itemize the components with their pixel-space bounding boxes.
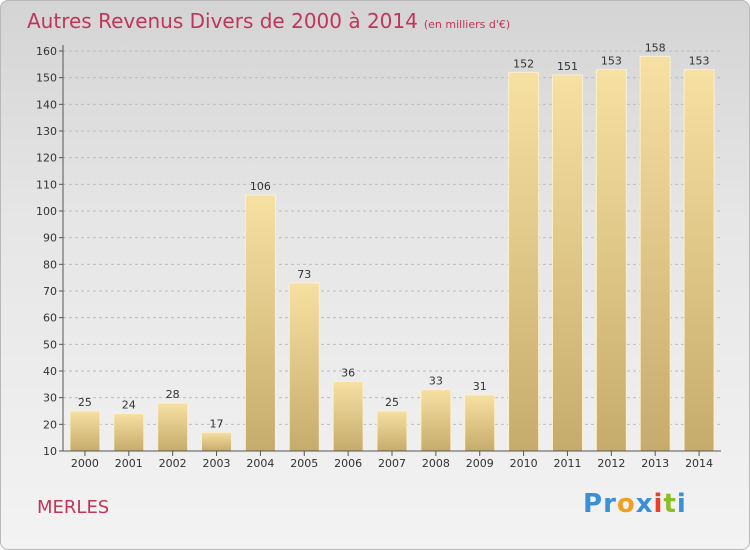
value-labels: 25 24 28 17 106 73 36 25 33 31 152 151 153 158 153: [78, 41, 710, 430]
bar-value-label: 152: [513, 57, 534, 70]
y-tick-label: 80: [43, 258, 57, 271]
bar: [551, 74, 583, 452]
y-tick-label: 90: [43, 232, 57, 245]
y-tick-label: 160: [36, 45, 57, 58]
y-tick-label: 20: [43, 418, 57, 431]
bar-value-label: 28: [166, 388, 180, 401]
bar-value-label: 17: [210, 417, 224, 430]
y-tick-label: 70: [43, 285, 57, 298]
y-tick-label: 100: [36, 205, 57, 218]
bar: [332, 381, 364, 452]
x-tick-label: 2014: [685, 457, 713, 470]
bar: [69, 410, 101, 452]
bar-value-label: 25: [385, 396, 399, 409]
chart-title-unit: (en milliers d'€): [423, 18, 511, 31]
axes: 10 20 30 40 50 60 70 80 90 100 110 120 130 140 150 160 2…: [36, 45, 721, 470]
x-tick-label: 2004: [246, 457, 274, 470]
x-tick-label: 2009: [466, 457, 494, 470]
x-tick-label: 2008: [422, 457, 450, 470]
bar: [376, 410, 408, 452]
y-tick-label: 30: [43, 392, 57, 405]
bar-value-label: 153: [601, 55, 622, 68]
y-tick-label: 40: [43, 365, 57, 378]
bar: [288, 282, 320, 452]
bar: [113, 413, 145, 452]
bar: [464, 394, 496, 452]
logo-letter: P: [583, 489, 604, 519]
x-tick-label: 2002: [159, 457, 187, 470]
bar: [244, 194, 276, 452]
y-tick-label: 50: [43, 338, 57, 351]
y-tick-label: 140: [36, 98, 57, 111]
bar-value-label: 36: [341, 367, 355, 380]
bar: [157, 402, 189, 452]
logo-letter: t: [663, 489, 677, 519]
city-name: MERLES: [37, 497, 110, 518]
bar-value-label: 33: [429, 375, 443, 388]
x-tick-label: 2000: [71, 457, 99, 470]
x-tick-label: 2001: [115, 457, 143, 470]
bar-value-label: 153: [689, 55, 710, 68]
logo-letter: i: [676, 489, 687, 519]
y-tick-label: 10: [43, 445, 57, 458]
y-tick-label: 130: [36, 125, 57, 138]
x-tick-label: 2013: [641, 457, 669, 470]
bar: [683, 69, 715, 452]
x-tick-label: 2005: [290, 457, 318, 470]
proxiti-logo[interactable]: Proxiti: [583, 489, 687, 519]
logo-letter: x: [635, 489, 654, 519]
logo-letter: i: [653, 489, 664, 519]
bar: [420, 389, 452, 452]
x-tick-label: 2010: [510, 457, 538, 470]
x-tick-label: 2012: [597, 457, 625, 470]
y-tick-label: 60: [43, 312, 57, 325]
bar-value-label: 31: [473, 380, 487, 393]
bar-value-label: 25: [78, 396, 92, 409]
bar-value-label: 151: [557, 60, 578, 73]
bar: [201, 431, 233, 452]
chart-title-main: Autres Revenus Divers de 2000 à 2014: [27, 9, 418, 33]
bar-value-label: 106: [250, 180, 271, 193]
y-tick-label: 110: [36, 178, 57, 191]
x-tick-label: 2007: [378, 457, 406, 470]
bar: [508, 71, 540, 452]
bar: [639, 55, 671, 452]
bar: [595, 69, 627, 452]
bar-value-label: 158: [645, 41, 666, 54]
bar-value-label: 73: [297, 268, 311, 281]
y-tick-label: 120: [36, 152, 57, 165]
y-tick-label: 150: [36, 72, 57, 85]
chart-title: Autres Revenus Divers de 2000 à 2014 (en …: [27, 9, 510, 33]
logo-letter: r: [603, 489, 617, 519]
x-tick-label: 2006: [334, 457, 362, 470]
x-tick-label: 2011: [553, 457, 581, 470]
logo-letter: o: [616, 489, 636, 519]
bar-value-label: 24: [122, 399, 136, 412]
x-tick-label: 2003: [203, 457, 231, 470]
